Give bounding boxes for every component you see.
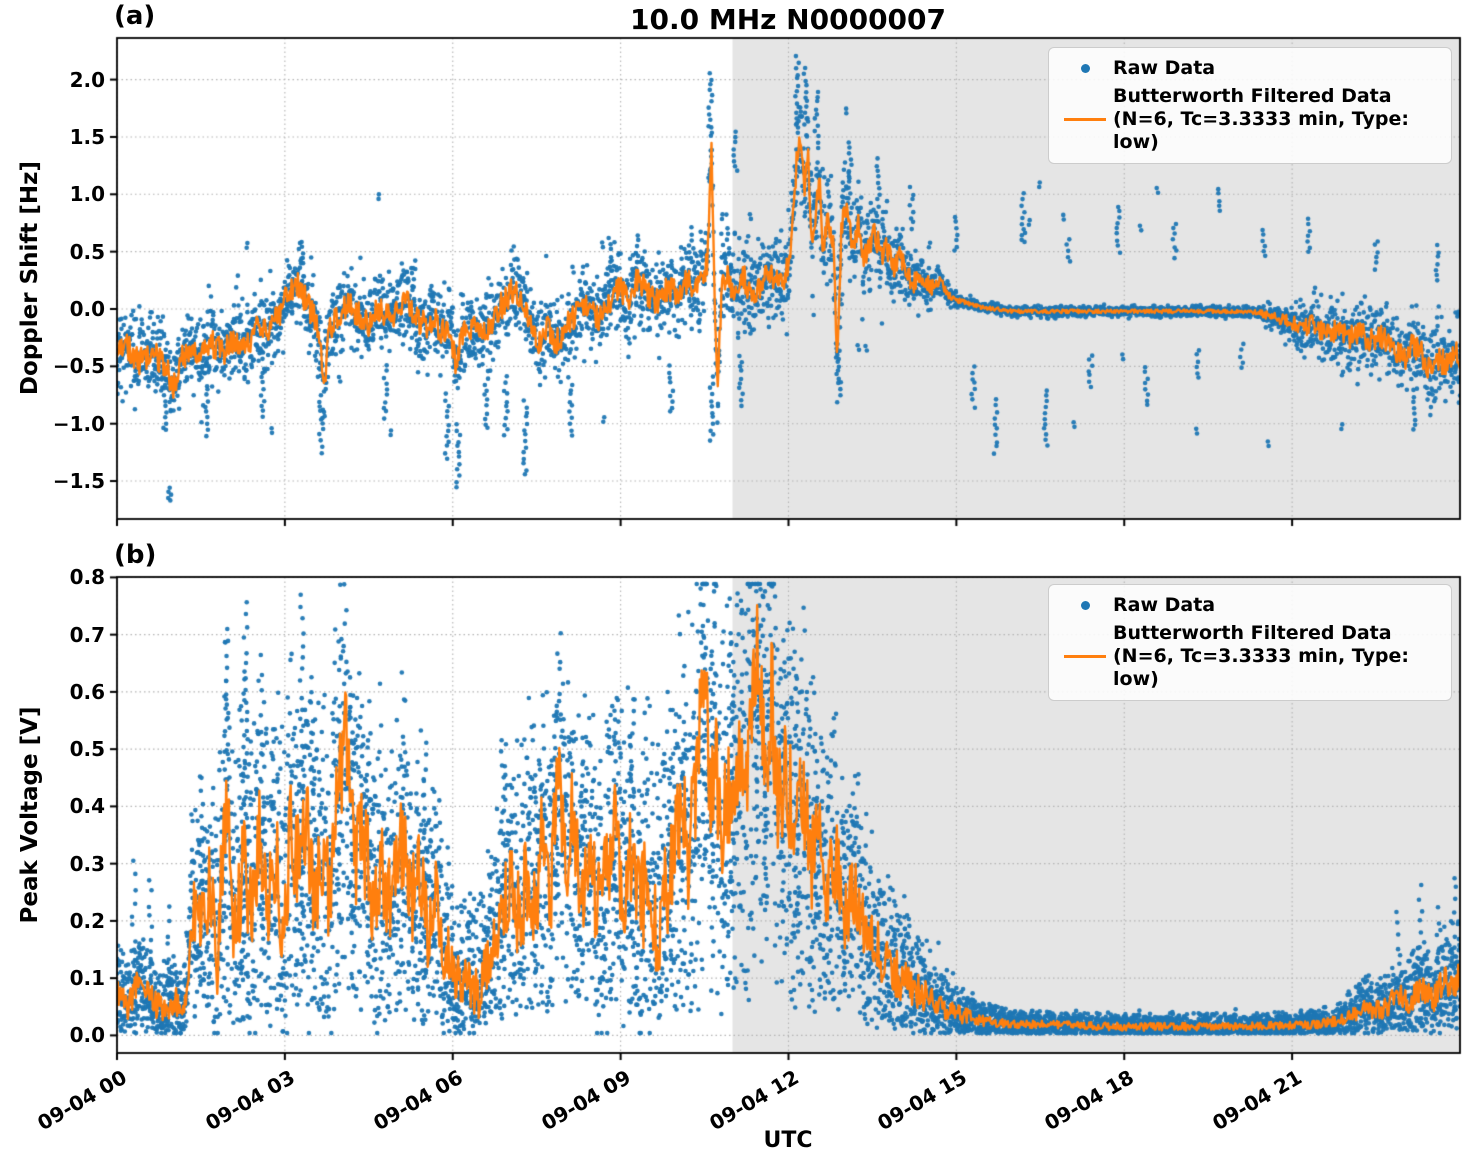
y-tick-label-a: −1.0 bbox=[52, 411, 105, 436]
legend-entry: Raw Data bbox=[1057, 594, 1441, 617]
y-tick-label-a: 0.5 bbox=[69, 239, 105, 264]
y-tick-label-a: 0.0 bbox=[69, 297, 105, 321]
y-tick-label-b: 0.2 bbox=[69, 908, 105, 933]
y-tick-label-a: −0.5 bbox=[52, 354, 105, 379]
y-tick-label-b: 0.4 bbox=[69, 794, 105, 819]
y-tick-label-a: 1.0 bbox=[69, 182, 105, 207]
y-axis-label-voltage: Peak Voltage [V] bbox=[17, 706, 43, 924]
legend-entry-label: Raw Data bbox=[1113, 594, 1216, 616]
legend-entry-label: Butterworth Filtered Data (N=6, Tc=3.3333… bbox=[1113, 85, 1409, 153]
y-tick-label-b: 0.5 bbox=[69, 737, 105, 762]
panel-a-label: (a) bbox=[114, 1, 156, 31]
y-tick-label-a: −1.5 bbox=[52, 469, 105, 494]
x-axis-label: UTC bbox=[763, 1128, 813, 1153]
y-tick-label-b: 0.0 bbox=[69, 1023, 105, 1048]
y-tick-label-b: 0.7 bbox=[69, 622, 105, 647]
legend-entry: Raw Data bbox=[1057, 57, 1441, 80]
panel-b-label: (b) bbox=[114, 540, 157, 570]
y-axis-label-doppler: Doppler Shift [Hz] bbox=[17, 160, 43, 396]
y-tick-label-a: 1.5 bbox=[69, 124, 105, 149]
y-tick-label-b: 0.8 bbox=[69, 565, 105, 590]
legend-entry: Butterworth Filtered Data (N=6, Tc=3.3333… bbox=[1057, 85, 1441, 154]
legend-box: Raw Data Butterworth Filtered Data (N=6, T… bbox=[1048, 47, 1452, 164]
legend-dot-marker-icon bbox=[1057, 64, 1113, 73]
legend-line-marker-icon bbox=[1057, 655, 1113, 658]
legend-entry-label: Raw Data bbox=[1113, 57, 1216, 79]
y-tick-label-b: 0.1 bbox=[69, 966, 105, 991]
legend-entry: Butterworth Filtered Data (N=6, Tc=3.3333… bbox=[1057, 622, 1441, 691]
legend-dot-marker-icon bbox=[1057, 601, 1113, 610]
figure-title: 10.0 MHz N0000007 bbox=[630, 3, 946, 36]
legend-line-marker-icon bbox=[1057, 118, 1113, 121]
legend-entry-label: Butterworth Filtered Data (N=6, Tc=3.3333… bbox=[1113, 622, 1409, 690]
y-tick-label-b: 0.6 bbox=[69, 679, 105, 704]
legend-box: Raw Data Butterworth Filtered Data (N=6, T… bbox=[1048, 584, 1452, 701]
y-tick-label-b: 0.3 bbox=[69, 851, 105, 876]
y-tick-label-a: 2.0 bbox=[69, 67, 105, 92]
